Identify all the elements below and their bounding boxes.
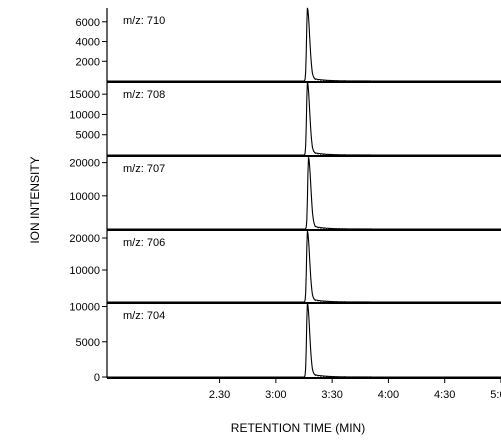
chromatogram-panel: 5000 10000 15000 m/z: 708 [69,81,501,157]
panel-label: m/z: 706 [123,237,165,249]
trace-line [107,157,501,230]
y-axis-title: ION INTENSITY [28,156,42,243]
panel-label: m/z: 707 [123,163,165,175]
panel-label: m/z: 708 [123,89,165,101]
y-tick-label: 20000 [69,158,100,170]
y-tick-label: 4000 [76,37,100,49]
trace-line [107,81,501,156]
chromatogram-panels: 2000 4000 6000 m/z: 710 5000 10000 15000 m/z: 7… [69,7,501,384]
y-tick-label: 0 [94,372,100,384]
x-tick-label: 4:30 [434,389,455,401]
x-tick-label: 3:30 [321,389,342,401]
trace-line [107,7,501,82]
panel-label: m/z: 704 [123,310,165,322]
chromatogram-panel: 2000 4000 6000 m/z: 710 [76,7,501,83]
y-tick-label: 10000 [69,191,100,203]
x-tick-label: 2.30 [209,389,230,401]
y-tick-label: 20000 [69,233,100,245]
chromatogram-panel: 10000 20000 m/z: 706 [69,230,501,304]
y-tick-label: 10000 [69,109,100,121]
y-tick-label: 10000 [69,265,100,277]
chromatogram-panel: 10000 20000 m/z: 707 [69,156,501,231]
x-axis: 2.30 3:00 3:30 4:00 4:30 5:00 [209,378,501,401]
y-tick-label: 5000 [76,130,100,142]
panel-label: m/z: 710 [123,15,165,27]
x-tick-label: 4:00 [378,389,399,401]
chromatogram-panel: 0 5000 10000 m/z: 704 [69,302,501,384]
y-tick-label: 2000 [76,56,100,68]
y-tick-label: 10000 [69,302,100,314]
y-tick-label: 15000 [69,89,100,101]
y-tick-label: 6000 [76,17,100,29]
x-axis-title: RETENTION TIME (MIN) [231,421,365,435]
trace-line [107,231,501,303]
x-tick-label: 5:00 [490,389,501,401]
y-tick-label: 5000 [76,337,100,349]
x-tick-label: 3:00 [265,389,286,401]
trace-line [107,302,501,378]
